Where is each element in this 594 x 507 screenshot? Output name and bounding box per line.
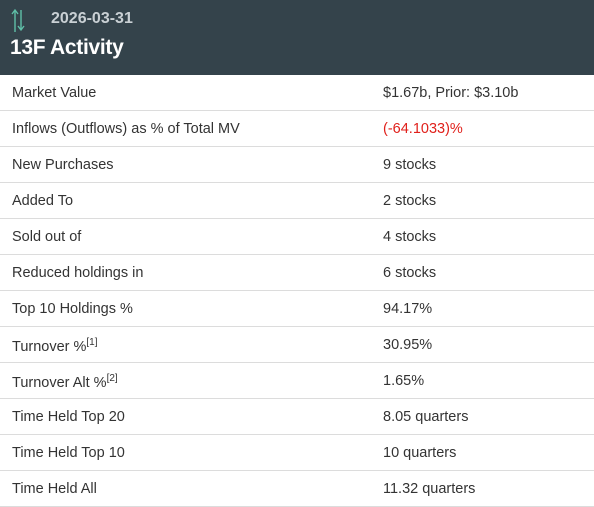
row-label: Time Held Top 20 <box>12 409 125 425</box>
row-value: 10 quarters <box>383 445 457 461</box>
table-row: Turnover %[1] 30.95% <box>0 327 594 363</box>
row-value: 94.17% <box>383 301 433 317</box>
table-row: New Purchases 9 stocks <box>0 147 594 183</box>
row-label: Turnover %[1] <box>12 337 98 355</box>
table-row: Inflows (Outflows) as % of Total MV (-64.… <box>0 111 594 147</box>
row-label: Inflows (Outflows) as % of Total MV <box>12 121 240 137</box>
row-label: Sold out of <box>12 229 82 245</box>
row-value: 1.65% <box>383 373 425 389</box>
table-row: Reduced holdings in 6 stocks <box>0 255 594 291</box>
table-row: Time Held Top 10 10 quarters <box>0 435 594 471</box>
footnote-ref: [2] <box>106 373 118 384</box>
table-row: Sold out of 4 stocks <box>0 219 594 255</box>
row-value: 2 stocks <box>383 193 437 209</box>
row-value: (-64.1033)% <box>383 121 463 137</box>
table-row: Time Held All 11.32 quarters <box>0 471 594 507</box>
table-row: Time Held Top 20 8.05 quarters <box>0 399 594 435</box>
table-row: Added To 2 stocks <box>0 183 594 219</box>
header: 2026-03-31 13F Activity <box>0 0 594 75</box>
table-row: Turnover Alt %[2] 1.65% <box>0 363 594 399</box>
report-date: 2026-03-31 <box>51 10 133 27</box>
row-value: 8.05 quarters <box>383 409 469 425</box>
table-row: Market Value $1.67b, Prior: $3.10b <box>0 75 594 111</box>
row-label: Reduced holdings in <box>12 265 144 281</box>
row-value: 6 stocks <box>383 265 437 281</box>
row-label: Time Held Top 10 <box>12 445 125 461</box>
row-label: New Purchases <box>12 157 114 173</box>
row-label: Top 10 Holdings % <box>12 301 133 317</box>
row-value: 30.95% <box>383 337 433 353</box>
row-value: 11.32 quarters <box>383 481 476 497</box>
row-label: Market Value <box>12 85 97 101</box>
footnote-ref: [1] <box>86 337 98 348</box>
label-text: Turnover Alt % <box>12 374 107 391</box>
row-value: 4 stocks <box>383 229 437 245</box>
row-value: 9 stocks <box>383 157 437 173</box>
label-text: Turnover % <box>12 338 87 355</box>
activity-table: Market Value $1.67b, Prior: $3.10b Inflow… <box>0 75 594 507</box>
row-value: $1.67b, Prior: $3.10b <box>383 85 519 101</box>
sort-icon <box>11 8 25 32</box>
row-label: Added To <box>12 193 74 209</box>
row-label: Time Held All <box>12 481 97 497</box>
row-label: Turnover Alt %[2] <box>12 373 118 391</box>
section-title: 13F Activity <box>10 36 124 59</box>
table-row: Top 10 Holdings % 94.17% <box>0 291 594 327</box>
